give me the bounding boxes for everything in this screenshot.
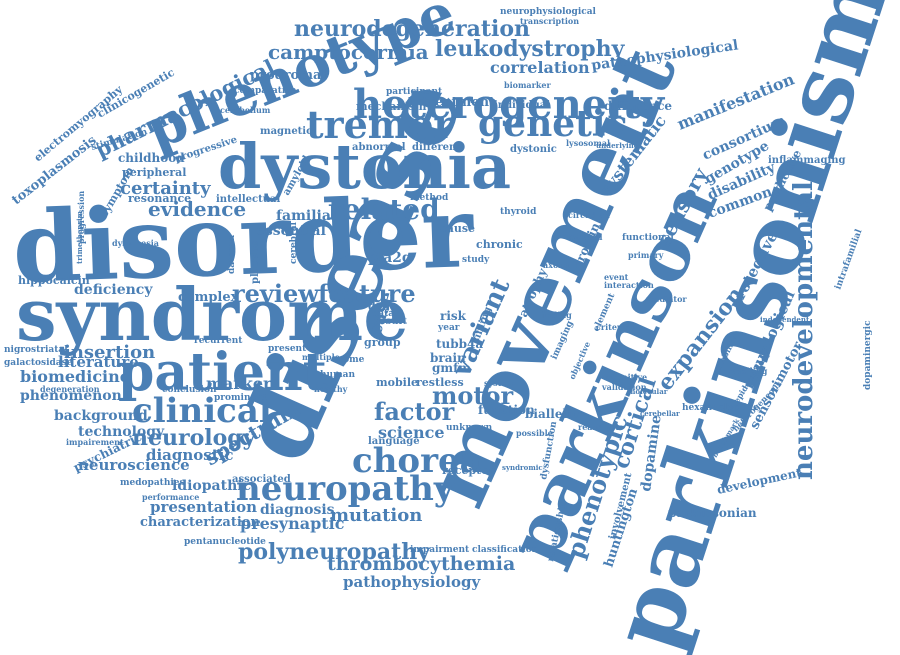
word: brain: [430, 351, 466, 365]
word: chronic: [476, 238, 523, 251]
word: circadian: [568, 210, 610, 220]
word: mediator: [646, 294, 687, 304]
word: prominent: [214, 393, 268, 403]
word: diagnosis: [260, 502, 335, 518]
word: placebo: [250, 240, 261, 284]
word: thrombocythemia: [327, 553, 515, 575]
word: classification: [472, 545, 539, 555]
word: neurodevelopmental: [789, 181, 819, 480]
word: dystonic: [510, 144, 557, 155]
word: thyroid: [500, 207, 537, 217]
word: degeneration: [40, 384, 100, 394]
word: participant: [386, 87, 443, 97]
word: event: [604, 272, 629, 282]
word: reanalysis: [578, 422, 624, 432]
word: cerebellum: [220, 105, 271, 115]
word: molecular: [628, 387, 668, 396]
word: treatment: [422, 95, 495, 110]
word: performance: [142, 492, 199, 502]
word: criterion: [596, 322, 636, 332]
word: receptor: [442, 464, 495, 477]
word: comparative: [234, 86, 297, 96]
word: review: [232, 279, 320, 308]
word: associated: [232, 474, 291, 485]
word: conclusion: [162, 385, 217, 395]
word: biallelic: [525, 407, 579, 421]
word: dyskinesia: [112, 238, 159, 248]
word: independent: [760, 315, 810, 324]
word: background: [54, 408, 148, 424]
word: finding: [540, 310, 572, 320]
word: factor: [374, 397, 455, 426]
word: healthy: [314, 384, 348, 394]
word: cognitive: [606, 372, 647, 382]
word: pla2g: [368, 250, 412, 266]
word: mobile: [376, 376, 418, 389]
word: resonance: [128, 192, 191, 205]
word: correlation: [490, 58, 590, 77]
word: human: [320, 370, 355, 380]
word: cerebral: [289, 221, 299, 264]
word: mutation: [330, 505, 422, 526]
word: risk: [440, 309, 467, 323]
word: language: [368, 436, 420, 447]
word: recurrent: [194, 336, 243, 346]
word: group: [364, 336, 401, 349]
word: intrafamilial: [833, 227, 864, 291]
word: familial: [276, 208, 336, 224]
word: difference: [604, 99, 672, 113]
word: nigrostriatal: [4, 345, 68, 355]
word: individual: [494, 100, 550, 111]
word: trimethoprim: [75, 210, 84, 264]
word: pathophysiology: [343, 573, 481, 591]
word: feature: [318, 279, 416, 308]
word: magnetic: [260, 126, 312, 137]
word: year: [437, 323, 460, 333]
word: medopathies: [120, 478, 185, 488]
word: syndromic: [502, 463, 543, 472]
word: restless: [416, 376, 464, 389]
word: camptocormia: [268, 40, 429, 64]
word: axonal: [543, 260, 572, 270]
word: functional: [622, 233, 674, 243]
word: cerebellar: [640, 409, 680, 418]
word: data: [372, 309, 394, 319]
word: diagnostic: [146, 446, 234, 464]
word: mechanism: [356, 100, 427, 113]
word: parkinsonian: [668, 506, 757, 520]
word: galactosidase: [4, 358, 73, 368]
word: isolated: [567, 232, 603, 242]
word: multiple: [302, 352, 340, 362]
word: abnormal: [352, 142, 406, 153]
word: datscan: [227, 234, 237, 274]
word: system: [484, 378, 515, 388]
word: method: [410, 193, 449, 203]
word: underlying: [596, 141, 639, 150]
word: pentanucleotide: [184, 537, 266, 547]
word: complex: [178, 290, 239, 305]
word: impairment: [410, 545, 470, 555]
word: study: [462, 255, 490, 265]
word: hippocalcin: [18, 274, 90, 287]
word: primary: [628, 250, 664, 260]
word: cause: [440, 222, 475, 235]
word: prodromal: [250, 68, 326, 83]
word: dopaminergic: [863, 320, 873, 390]
word: biomarker: [504, 80, 551, 90]
word: intellectual: [216, 194, 280, 205]
word: different: [412, 142, 461, 153]
word: unknown: [446, 423, 493, 433]
word: inflammaging: [768, 155, 846, 166]
word: transcription: [520, 16, 579, 26]
